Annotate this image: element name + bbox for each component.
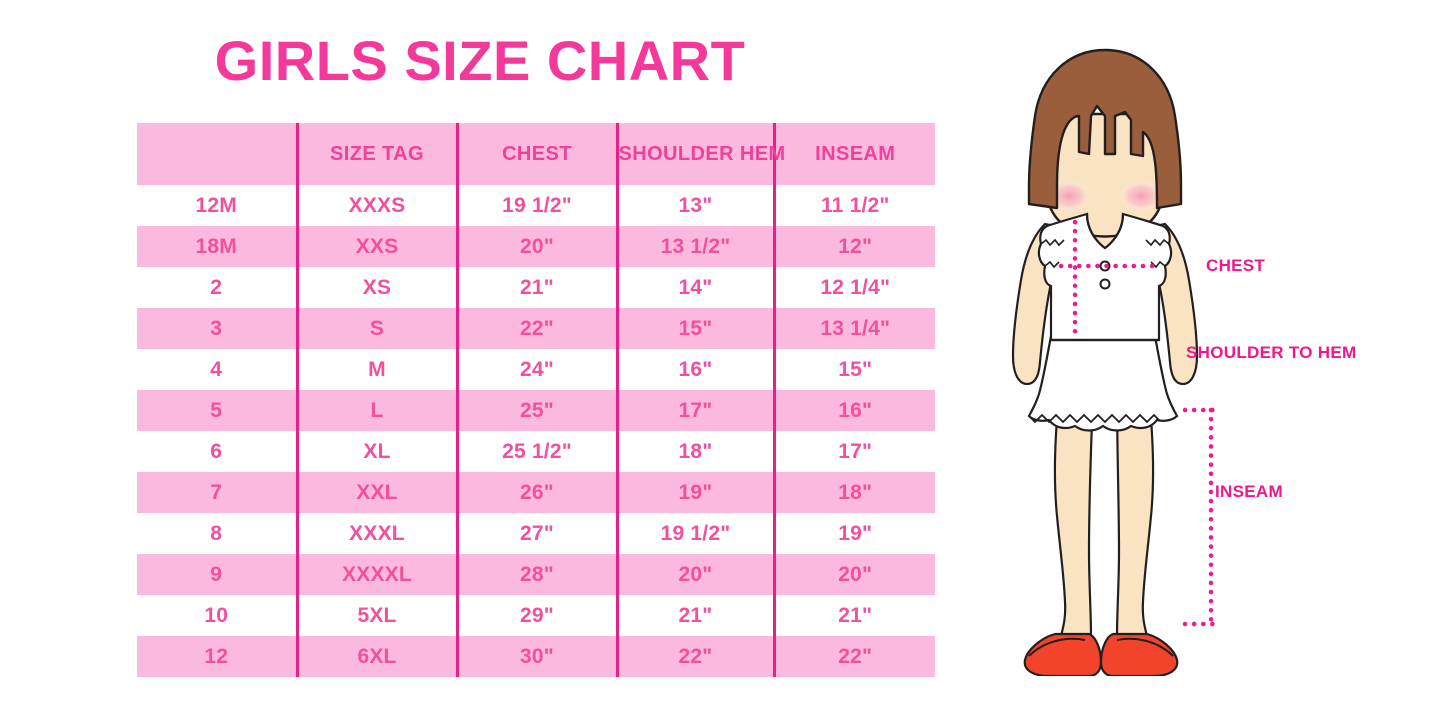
table-row: 8 XXXL 27" 19 1/2" 19" <box>137 513 935 554</box>
cell-shoulder-hem: 20" <box>617 554 776 595</box>
blouse <box>1037 212 1173 342</box>
cell-size-tag: XXS <box>297 226 459 267</box>
cell-size: 3 <box>137 308 299 349</box>
table-row: 2 XS 21" 14" 12 1/4" <box>137 267 935 308</box>
column-header-size-tag: SIZE TAG <box>297 123 459 185</box>
table-row: 10 5XL 29" 21" 21" <box>137 595 935 636</box>
cell-inseam: 17" <box>774 431 935 472</box>
table-row: 12 6XL 30" 22" 22" <box>137 636 935 677</box>
bloomers <box>1027 334 1179 432</box>
table-body: 12M XXXS 19 1/2" 13" 11 1/2" 18M XXS 20" 13 1/2"… <box>137 185 935 677</box>
table-row: 6 XL 25 1/2" 18" 17" <box>137 431 935 472</box>
cell-shoulder-hem: 13" <box>617 185 776 226</box>
cell-inseam: 20" <box>774 554 935 595</box>
cell-chest: 29" <box>457 595 619 636</box>
chest-label: CHEST <box>1206 256 1266 275</box>
cell-size-tag: S <box>297 308 459 349</box>
cell-size: 8 <box>137 513 299 554</box>
cell-inseam: 18" <box>774 472 935 513</box>
cell-size-tag: L <box>297 390 459 431</box>
cell-size-tag: XS <box>297 267 459 308</box>
cell-size: 4 <box>137 349 299 390</box>
cell-shoulder-hem: 14" <box>617 267 776 308</box>
cell-chest: 19 1/2" <box>457 185 619 226</box>
cell-size: 18M <box>137 226 299 267</box>
cell-chest: 30" <box>457 636 619 677</box>
cell-inseam: 13 1/4" <box>774 308 935 349</box>
cell-inseam: 11 1/2" <box>774 185 935 226</box>
cell-inseam: 19" <box>774 513 935 554</box>
cell-chest: 27" <box>457 513 619 554</box>
cell-size-tag: XXXL <box>297 513 459 554</box>
measure-guides <box>1058 219 1158 343</box>
cell-shoulder-hem: 13 1/2" <box>617 226 776 267</box>
cell-size-tag: 5XL <box>297 595 459 636</box>
table-row: 3 S 22" 15" 13 1/4" <box>137 308 935 349</box>
cell-inseam: 22" <box>774 636 935 677</box>
cell-size: 9 <box>137 554 299 595</box>
cell-size: 2 <box>137 267 299 308</box>
column-header-chest: CHEST <box>457 123 619 185</box>
cell-shoulder-hem: 21" <box>617 595 776 636</box>
cell-shoulder-hem: 19" <box>617 472 776 513</box>
table-row: 7 XXL 26" 19" 18" <box>137 472 935 513</box>
table-header-row: SIZE TAG CHEST SHOULDER HEM INSEAM <box>137 123 935 185</box>
cell-chest: 28" <box>457 554 619 595</box>
table-row: 9 XXXXL 28" 20" 20" <box>137 554 935 595</box>
table-header: SIZE TAG CHEST SHOULDER HEM INSEAM <box>137 123 935 185</box>
cell-size: 12M <box>137 185 299 226</box>
page-title: GIRLS SIZE CHART <box>214 29 746 92</box>
inseam-guide-bracket <box>1182 407 1216 627</box>
shoes <box>1023 632 1179 676</box>
hair <box>1027 48 1183 210</box>
cell-chest: 26" <box>457 472 619 513</box>
size-chart-table-container: SIZE TAG CHEST SHOULDER HEM INSEAM 12M XX… <box>137 123 935 678</box>
cell-shoulder-hem: 17" <box>617 390 776 431</box>
cell-size-tag: XXL <box>297 472 459 513</box>
size-chart-table: SIZE TAG CHEST SHOULDER HEM INSEAM 12M XX… <box>137 123 935 677</box>
cell-shoulder-hem: 19 1/2" <box>617 513 776 554</box>
shoulder-to-hem-label: SHOULDER TO HEM <box>1186 343 1357 362</box>
blush-right <box>1119 180 1163 212</box>
cell-size-tag: M <box>297 349 459 390</box>
button-bottom <box>1099 278 1111 290</box>
column-header-shoulder-hem: SHOULDER HEM <box>617 123 785 185</box>
cell-size: 10 <box>137 595 299 636</box>
cell-inseam: 16" <box>774 390 935 431</box>
cell-chest: 24" <box>457 349 619 390</box>
cell-chest: 25" <box>457 390 619 431</box>
cell-chest: 20" <box>457 226 619 267</box>
cell-size: 7 <box>137 472 299 513</box>
cell-size: 12 <box>137 636 299 677</box>
legs <box>1053 394 1155 638</box>
column-header-size <box>137 123 299 185</box>
table-row: 12M XXXS 19 1/2" 13" 11 1/2" <box>137 185 935 226</box>
cell-shoulder-hem: 22" <box>617 636 776 677</box>
inseam-label: INSEAM <box>1215 482 1283 501</box>
cell-chest: 21" <box>457 267 619 308</box>
cell-size-tag: XXXXL <box>297 554 459 595</box>
table-row: 18M XXS 20" 13 1/2" 12" <box>137 226 935 267</box>
cell-size-tag: XXXS <box>297 185 459 226</box>
cell-inseam: 12 1/4" <box>774 267 935 308</box>
cell-size-tag: 6XL <box>297 636 459 677</box>
girl-figure-illustration <box>985 36 1255 676</box>
cell-size: 5 <box>137 390 299 431</box>
cell-shoulder-hem: 16" <box>617 349 776 390</box>
cell-inseam: 21" <box>774 595 935 636</box>
cell-size-tag: XL <box>297 431 459 472</box>
table-row: 4 M 24" 16" 15" <box>137 349 935 390</box>
cell-inseam: 12" <box>774 226 935 267</box>
table-row: 5 L 25" 17" 16" <box>137 390 935 431</box>
cell-chest: 25 1/2" <box>457 431 619 472</box>
cell-size: 6 <box>137 431 299 472</box>
cell-inseam: 15" <box>774 349 935 390</box>
cell-shoulder-hem: 15" <box>617 308 776 349</box>
cell-chest: 22" <box>457 308 619 349</box>
cell-shoulder-hem: 18" <box>617 431 776 472</box>
column-header-inseam: INSEAM <box>774 123 935 185</box>
